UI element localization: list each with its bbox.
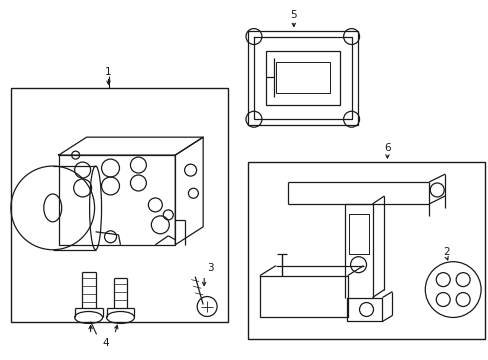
Text: 3: 3 — [206, 263, 213, 273]
Bar — [247, 162, 484, 339]
Text: 6: 6 — [384, 143, 390, 153]
Text: 4: 4 — [102, 338, 109, 348]
Bar — [265, 50, 339, 105]
Bar — [11, 88, 227, 323]
Text: 2: 2 — [442, 247, 448, 257]
Bar — [275, 62, 329, 93]
Text: 5: 5 — [290, 10, 297, 20]
Bar — [348, 214, 368, 254]
Text: 1: 1 — [105, 67, 112, 77]
